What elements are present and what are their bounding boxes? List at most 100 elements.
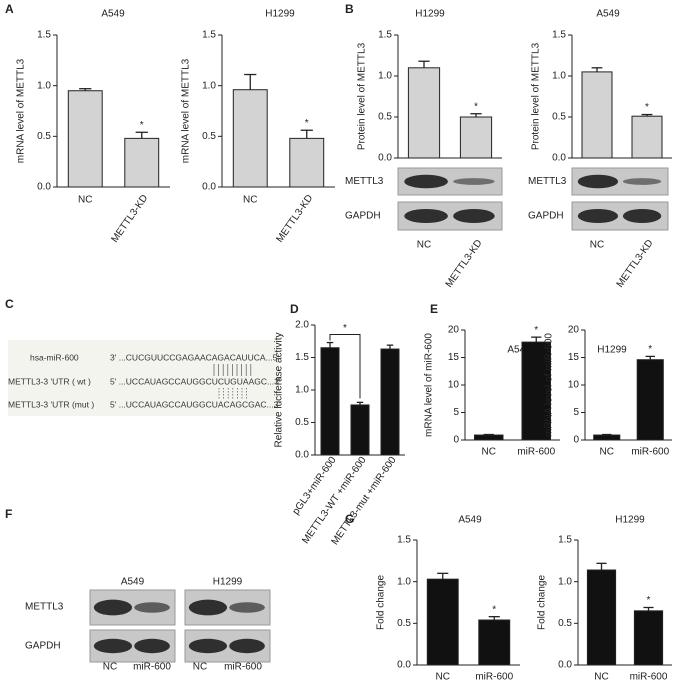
blot-band [229, 638, 265, 654]
blot-band [134, 638, 170, 654]
y-tick-label: 1.5 [552, 30, 566, 41]
chart-title: H1299 [415, 9, 445, 20]
bar [459, 116, 493, 159]
blot-row-label: GAPDH [528, 211, 564, 222]
significance-mark: * [140, 120, 144, 131]
y-tick-label: 1.5 [397, 535, 411, 546]
y-tick-label: 0.5 [37, 131, 51, 142]
bar [320, 347, 340, 456]
panel-label: C [5, 297, 14, 311]
error-bar [437, 572, 449, 580]
y-tick-label: 0.5 [558, 618, 572, 629]
panel-label: D [290, 302, 299, 316]
y-tick-label: 1.0 [295, 385, 309, 396]
bar [67, 90, 103, 188]
blot-row-label: GAPDH [345, 211, 381, 222]
y-axis-label: mRNA level of miR-600 [544, 333, 555, 437]
y-tick-label: 0.0 [295, 450, 309, 461]
blot-band [577, 174, 619, 189]
y-tick-label: 0.0 [397, 660, 411, 671]
bracket [329, 334, 361, 399]
significance-mark: * [492, 604, 496, 615]
x-tick-label: NC [600, 447, 614, 458]
blot-band [453, 209, 495, 223]
bar [407, 67, 441, 159]
y-tick-label: 0.5 [295, 417, 309, 428]
significance-mark: * [645, 102, 649, 113]
chart-title: H1299 [615, 515, 645, 526]
x-tick-label: miR-600 [475, 672, 513, 683]
y-tick-label: 5 [573, 407, 579, 418]
y-tick-label: 1.0 [552, 71, 566, 82]
y-tick-label: 0.0 [552, 153, 566, 164]
sequence-name: hsa-miR-600 [30, 352, 79, 362]
panel-label: B [345, 2, 354, 16]
bar [593, 434, 621, 441]
y-tick-label: 0.5 [202, 131, 216, 142]
significance-mark: * [305, 118, 309, 129]
bar [478, 619, 511, 666]
blot-lane-label: miR-600 [133, 662, 171, 673]
x-tick-label: miR-600 [517, 447, 555, 458]
error-bar [418, 60, 430, 68]
y-tick-label: 1.0 [37, 80, 51, 91]
y-tick-label: 2.0 [295, 320, 309, 331]
error-bar [244, 73, 257, 90]
y-axis-label: Fold change [537, 575, 548, 630]
blot-band [622, 209, 662, 223]
x-tick-label: METTL3-KD [444, 238, 485, 290]
y-axis-label: Relative luciferase activity [274, 332, 285, 447]
y-tick-label: 1.5 [378, 30, 392, 41]
significance-mark: * [343, 323, 347, 334]
y-tick-label: 1.5 [558, 535, 572, 546]
blot-band [577, 209, 619, 223]
significance-mark: * [648, 344, 652, 355]
blot-title: A549 [121, 577, 145, 588]
y-tick-label: 0.5 [397, 618, 411, 629]
error-bar [470, 113, 482, 117]
y-tick-label: 0.0 [37, 182, 51, 193]
bar [124, 137, 160, 188]
y-tick-label: 10 [568, 380, 580, 391]
blot-title: H1299 [213, 577, 243, 588]
error-bar [386, 344, 394, 350]
blot-band [188, 599, 228, 616]
chart-title: H1299 [597, 345, 627, 356]
y-axis-label: Protein level of METTL3 [531, 42, 542, 150]
x-tick-label: NC [482, 447, 496, 458]
blot-row-label: METTL3 [528, 176, 567, 187]
error-bar [641, 113, 653, 117]
y-tick-label: 5 [453, 407, 459, 418]
bar [581, 71, 613, 159]
error-bar [591, 67, 603, 72]
chart-title: A549 [596, 9, 620, 20]
y-tick-label: 20 [568, 325, 580, 336]
significance-mark: * [647, 595, 651, 606]
sequence-name: METTL3-3 'UTR ( wt ) [8, 376, 91, 386]
blot-band [93, 638, 133, 654]
y-tick-label: 1.0 [558, 576, 572, 587]
sequence-panel [8, 340, 278, 416]
y-tick-label: 1.5 [37, 30, 51, 41]
y-tick-label: 20 [448, 325, 460, 336]
bar [474, 434, 504, 441]
error-bar [326, 341, 334, 348]
blot-row-label: METTL3 [345, 176, 384, 187]
blot-band [404, 209, 448, 223]
error-bar [602, 433, 612, 436]
y-tick-label: 0.0 [558, 660, 572, 671]
blot-band [453, 178, 495, 185]
sequence: 3' ...CUCGUUCCGAGAACAGACAUUCA...5' [110, 352, 279, 362]
bar [232, 89, 268, 188]
y-tick-label: 10 [448, 380, 460, 391]
blot-band [93, 599, 133, 616]
blot-band [229, 602, 265, 613]
y-axis-label: mRNA level of METTL3 [16, 58, 27, 163]
y-axis-label: mRNA level of miR-600 [424, 333, 435, 437]
panel-label: E [430, 302, 438, 316]
error-bar [531, 336, 542, 343]
bar [350, 404, 370, 456]
y-tick-label: 1.5 [295, 352, 309, 363]
